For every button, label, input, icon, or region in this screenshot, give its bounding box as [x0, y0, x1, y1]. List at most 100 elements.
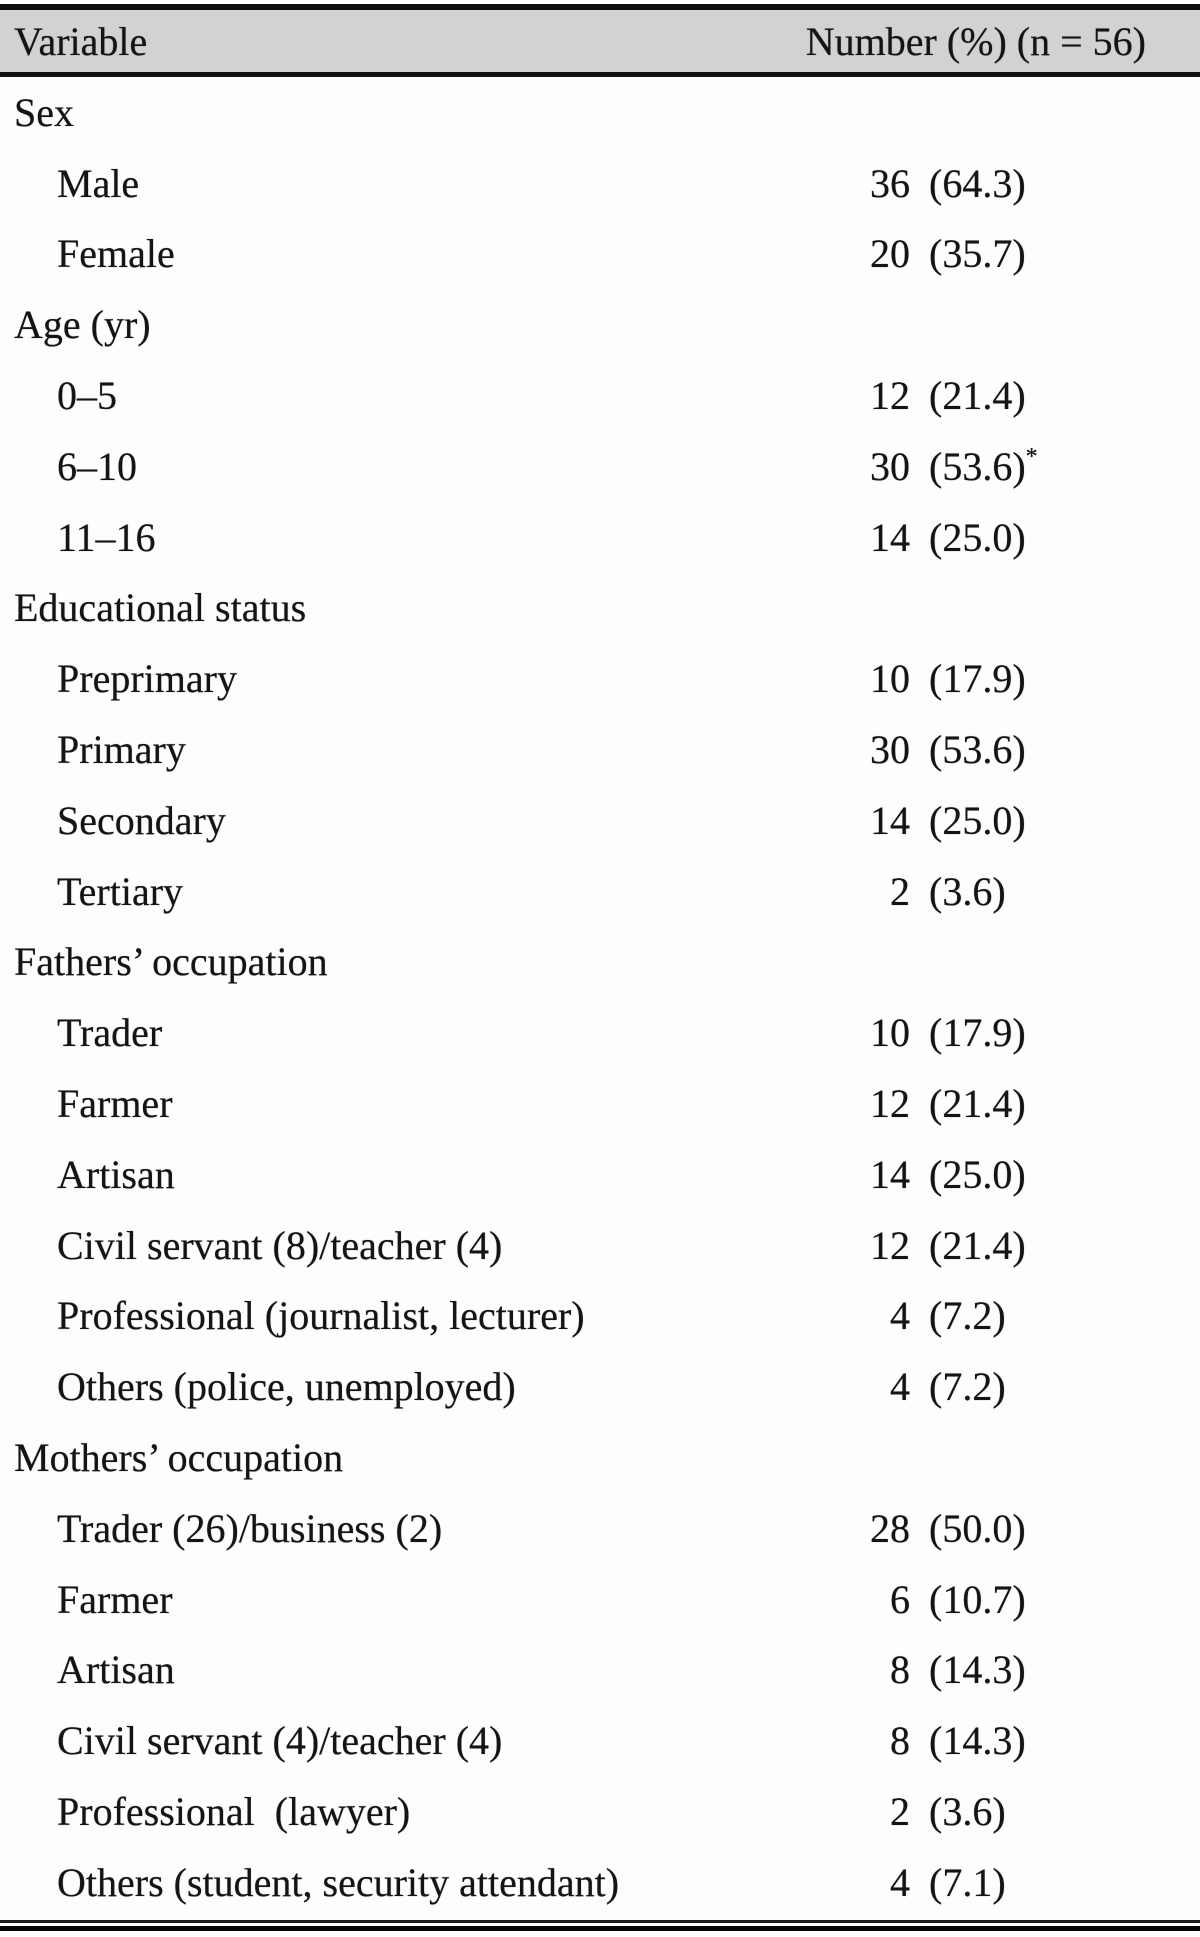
row-label: Professional (journalist, lecturer): [57, 1293, 585, 1339]
table-row: Educational status: [0, 573, 1200, 644]
row-count: 14: [870, 514, 910, 560]
table-bottom-rule-gap: [0, 1922, 1200, 1926]
row-label: Secondary: [57, 797, 226, 843]
row-percent: (14.3): [929, 1718, 1026, 1764]
row-value: 12 (21.4): [862, 372, 1200, 419]
table-row: Fathers’ occupation: [0, 927, 1200, 998]
row-count: 12: [870, 1222, 910, 1268]
row-label: Trader: [57, 1010, 163, 1056]
table-row: Age (yr): [0, 289, 1200, 360]
row-percent: (21.4): [929, 1222, 1026, 1268]
table-row: Professional (journalist, lecturer) 4 (7.2…: [0, 1281, 1200, 1352]
row-value: 28 (50.0): [862, 1505, 1200, 1552]
table-row: Others (student, security attendant) 4 (7.…: [0, 1847, 1200, 1918]
row-label: Tertiary: [57, 868, 184, 914]
row-label: Preprimary: [57, 656, 237, 702]
row-count: 12: [870, 1081, 910, 1127]
row-count: 20: [870, 231, 910, 277]
row-value: 14 (25.0): [862, 797, 1200, 844]
row-count: 14: [870, 797, 910, 843]
table-row: 0–5 12 (21.4): [0, 360, 1200, 431]
table-row: Civil servant (4)/teacher (4) 8 (14.3): [0, 1705, 1200, 1776]
row-count: 10: [870, 1010, 910, 1056]
row-label: Others (police, unemployed): [57, 1364, 516, 1410]
row-label: Mothers’ occupation: [14, 1435, 344, 1481]
row-percent: (64.3): [929, 160, 1026, 206]
row-label: Trader (26)/business (2): [57, 1505, 443, 1551]
row-value: 4 (7.2): [862, 1363, 1200, 1410]
table-row: Artisan 14 (25.0): [0, 1139, 1200, 1210]
row-value: 4 (7.2): [862, 1292, 1200, 1339]
row-percent: (14.3): [929, 1647, 1026, 1693]
table-row: 6–10 30 (53.6) *: [0, 431, 1200, 502]
row-value: 10 (17.9): [862, 655, 1200, 702]
row-value: 8 (14.3): [862, 1646, 1200, 1693]
row-label: Civil servant (8)/teacher (4): [57, 1222, 503, 1268]
row-label: Educational status: [14, 585, 307, 631]
row-count: 8: [890, 1718, 910, 1764]
row-count: 4: [890, 1364, 910, 1410]
row-percent: (25.0): [929, 1151, 1026, 1197]
row-value: 14 (25.0): [862, 1151, 1200, 1198]
row-label: Sex: [14, 89, 74, 135]
row-label: Age (yr): [14, 302, 151, 348]
row-count: 12: [870, 373, 910, 419]
table-bottom-rule-thin: [0, 1919, 1200, 1923]
table-bottom-rule-thick: [0, 1925, 1200, 1931]
table-top-rule: [0, 4, 1200, 10]
row-label: Civil servant (4)/teacher (4): [57, 1718, 503, 1764]
row-label: Others (student, security attendant): [57, 1859, 620, 1905]
row-percent: (7.1): [929, 1859, 1006, 1905]
table-row: Trader (26)/business (2) 28 (50.0): [0, 1493, 1200, 1564]
table-row: Tertiary 2 (3.6): [0, 856, 1200, 927]
row-count: 30: [870, 443, 910, 489]
row-label: Fathers’ occupation: [14, 939, 328, 985]
row-value: 2 (3.6): [862, 1788, 1200, 1835]
row-label: Primary: [57, 727, 186, 773]
row-value: 30 (53.6): [862, 726, 1200, 773]
row-count: 10: [870, 656, 910, 702]
table-row: Mothers’ occupation: [0, 1422, 1200, 1493]
table-row: Female 20 (35.7): [0, 219, 1200, 290]
row-count: 28: [870, 1505, 910, 1551]
row-value: 12 (21.4): [862, 1080, 1200, 1127]
row-count: 36: [870, 160, 910, 206]
row-value: 30 (53.6) *: [862, 443, 1200, 490]
row-label: 6–10: [57, 443, 137, 489]
row-count: 2: [890, 868, 910, 914]
row-count: 14: [870, 1151, 910, 1197]
row-percent: (25.0): [929, 797, 1026, 843]
row-value: 20 (35.7): [862, 230, 1200, 277]
row-value: 10 (17.9): [862, 1009, 1200, 1056]
row-value: 12 (21.4): [862, 1222, 1200, 1269]
row-percent: (50.0): [929, 1505, 1026, 1551]
row-count: 30: [870, 727, 910, 773]
column-header-number: Number (%) (n = 56): [805, 18, 1146, 64]
row-value: 6 (10.7): [862, 1576, 1200, 1623]
row-percent: (10.7): [929, 1576, 1026, 1622]
row-percent: (21.4): [929, 1081, 1026, 1127]
table-body: Sex Male 36 (64.3) Female 20 (35.7) Age (yr) 0–5…: [0, 77, 1200, 1918]
row-label: Male: [57, 160, 140, 206]
row-label: Professional (lawyer): [57, 1789, 411, 1835]
row-value: 36 (64.3): [862, 160, 1200, 207]
row-percent: (53.6): [929, 443, 1026, 489]
table-row: Preprimary 10 (17.9): [0, 643, 1200, 714]
row-count: 2: [890, 1789, 910, 1835]
table-row: Professional (lawyer) 2 (3.6): [0, 1776, 1200, 1847]
table-row: 11–16 14 (25.0): [0, 502, 1200, 573]
table-row: Others (police, unemployed) 4 (7.2): [0, 1351, 1200, 1422]
row-percent: (7.2): [929, 1364, 1006, 1410]
row-label: Female: [57, 231, 175, 277]
row-count: 8: [890, 1647, 910, 1693]
row-percent: (21.4): [929, 373, 1026, 419]
table-header-row: Variable Number (%) (n = 56): [0, 10, 1200, 77]
row-count: 4: [890, 1293, 910, 1339]
row-count: 6: [890, 1576, 910, 1622]
row-label: Artisan: [57, 1647, 175, 1693]
row-percent: (25.0): [929, 514, 1026, 560]
table-row: Farmer 6 (10.7): [0, 1564, 1200, 1635]
table-row: Primary 30 (53.6): [0, 714, 1200, 785]
row-count: 4: [890, 1859, 910, 1905]
table-row: Trader 10 (17.9): [0, 997, 1200, 1068]
